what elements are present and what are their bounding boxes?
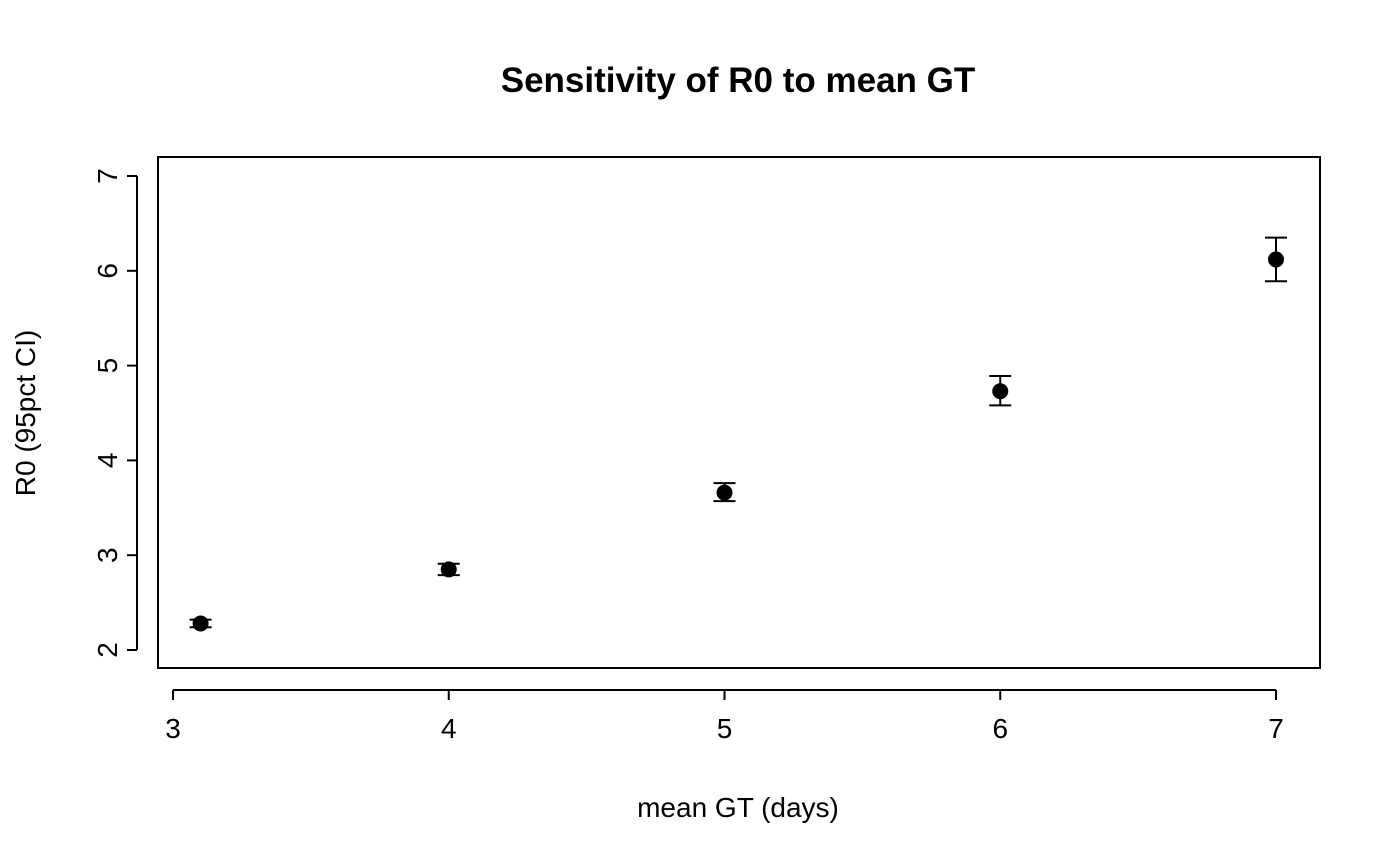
x-tick-label: 6	[992, 713, 1008, 744]
data-point	[192, 615, 209, 632]
data-points	[189, 236, 1287, 632]
x-tick-label: 4	[441, 713, 457, 744]
y-tick-label: 6	[92, 263, 123, 279]
data-point	[440, 561, 457, 578]
y-tick-label: 4	[92, 453, 123, 469]
y-tick-label: 5	[92, 358, 123, 374]
chart-title: Sensitivity of R0 to mean GT	[501, 61, 976, 100]
data-point	[716, 484, 733, 501]
y-ticks: 2 3 4 5 6 7	[92, 168, 137, 658]
x-axis-label: mean GT (days)	[637, 792, 839, 823]
x-ticks: 3 4 5 6 7	[165, 690, 1284, 744]
y-tick-label: 7	[92, 168, 123, 184]
x-tick-label: 3	[165, 713, 181, 744]
y-tick-label: 3	[92, 547, 123, 563]
y-tick-label: 2	[92, 642, 123, 658]
y-axis-label: R0 (95pct CI)	[10, 330, 41, 497]
x-tick-label: 5	[717, 713, 733, 744]
plot-frame	[157, 156, 1321, 669]
x-tick-label: 7	[1268, 713, 1284, 744]
data-point	[992, 383, 1009, 400]
data-point	[1268, 251, 1284, 268]
